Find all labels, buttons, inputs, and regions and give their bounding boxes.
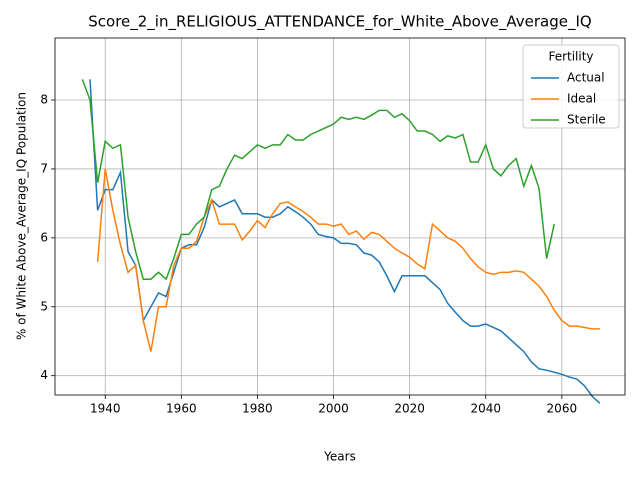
x-tick-label: 2040: [470, 402, 501, 416]
y-tick-label: 8: [40, 93, 48, 107]
x-tick-label: 2020: [394, 402, 425, 416]
series-line: [96, 168, 600, 352]
y-tick-label: 7: [40, 161, 48, 175]
x-tick-label: 2000: [318, 402, 349, 416]
legend-label: Sterile: [567, 113, 606, 127]
series-line: [81, 79, 555, 281]
y-tick-label: 4: [40, 368, 48, 382]
x-tick-label: 2060: [547, 402, 578, 416]
legend-label: Actual: [567, 71, 605, 85]
series-line: [89, 79, 601, 404]
chart-title: Score_2_in_RELIGIOUS_ATTENDANCE_for_Whit…: [88, 13, 591, 32]
legend-box: [522, 44, 620, 129]
y-axis-label: % of White Above_Average_IQ Population: [15, 92, 29, 340]
x-tick-label: 1940: [90, 402, 121, 416]
legend-label: Ideal: [567, 92, 596, 106]
x-axis-label: Years: [323, 450, 356, 464]
y-tick-label: 6: [40, 230, 48, 244]
x-tick-label: 1960: [166, 402, 197, 416]
plot-frame: [54, 37, 626, 396]
y-tick-label: 5: [40, 299, 48, 313]
x-tick-label: 1980: [242, 402, 273, 416]
legend-title: Fertility: [548, 50, 593, 64]
